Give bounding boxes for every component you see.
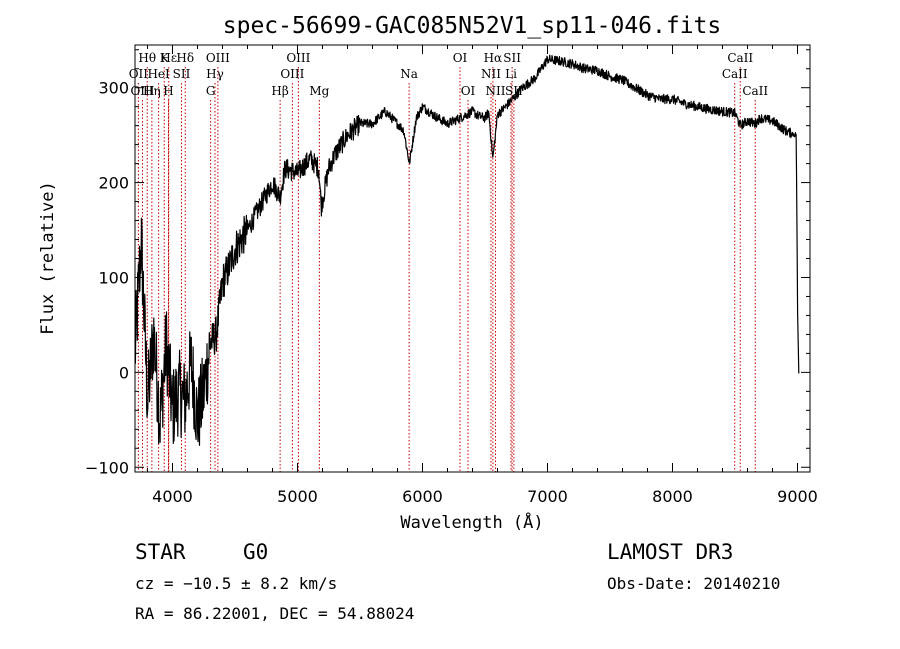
spectral-line-label: OIII [286,51,310,65]
spectral-line-label: CaII [742,84,768,98]
spectral-line-label: Hα [484,51,503,65]
x-axis-label: Wavelength (Å) [400,511,543,533]
spectral-line-label: SII [173,67,191,81]
spectral-line-label: HeI [147,67,170,81]
spectral-line-label: Hθ [138,51,156,65]
spectral-line-label: CaII [727,51,753,65]
object-subclass: G0 [243,540,269,564]
spectral-line-label: NII [481,67,501,81]
x-tick-label: 4000 [152,487,193,506]
redshift-readout: cz = −10.5 ± 8.2 km/s [135,574,338,593]
spectral-line-label: OI [461,84,476,98]
x-axis-ticks: 4000 5000 6000 7000 8000 9000 [147,45,818,506]
spectral-line-label: Hβ [271,84,288,98]
spectral-lines [137,67,756,472]
spectral-line-label: OIII [280,67,304,81]
y-tick-label: 200 [98,174,129,193]
spectral-line-label: CaII [722,67,748,81]
spectral-line-label: Hη [143,84,161,98]
spectral-line-label: G [206,84,216,98]
obs-date: Obs-Date: 20140210 [607,574,781,593]
x-tick-label: 6000 [402,487,443,506]
spectrum-line [134,54,800,446]
spectral-line-label: Hγ [206,67,224,81]
spectral-line-label: Na [400,67,418,81]
spectral-line-label: Hδ [176,51,194,65]
x-tick-label: 5000 [277,487,318,506]
y-tick-label: −100 [85,458,129,477]
y-axis-ticks: −100 0 100 200 300 [85,49,810,477]
spectral-line-label: OI [453,51,468,65]
spectral-line-label: SII [503,51,521,65]
x-tick-label: 9000 [777,487,818,506]
spectral-line-label: K [160,51,170,65]
y-tick-label: 0 [119,363,129,382]
y-tick-label: 300 [98,79,129,98]
spectral-line-label: Li [505,67,517,81]
spectral-line-label: Hε [160,51,177,65]
coordinates: RA = 86.22001, DEC = 54.88024 [135,604,415,623]
y-tick-label: 100 [98,268,129,287]
chart-title: spec-56699-GAC085N52V1_sp11-046.fits [223,13,722,39]
spectral-line-label: OIII [206,51,230,65]
spectral-line-label: OII [129,67,149,81]
spectral-line-label: Mg [309,84,329,98]
x-tick-label: 8000 [652,487,693,506]
spectral-line-label: H [163,84,173,98]
x-tick-label: 7000 [527,487,568,506]
y-axis-label: Flux (relative) [38,181,58,335]
survey-name: LAMOST DR3 [607,540,734,564]
object-class: STAR [135,540,186,564]
spectral-line-label: NII [486,84,506,98]
